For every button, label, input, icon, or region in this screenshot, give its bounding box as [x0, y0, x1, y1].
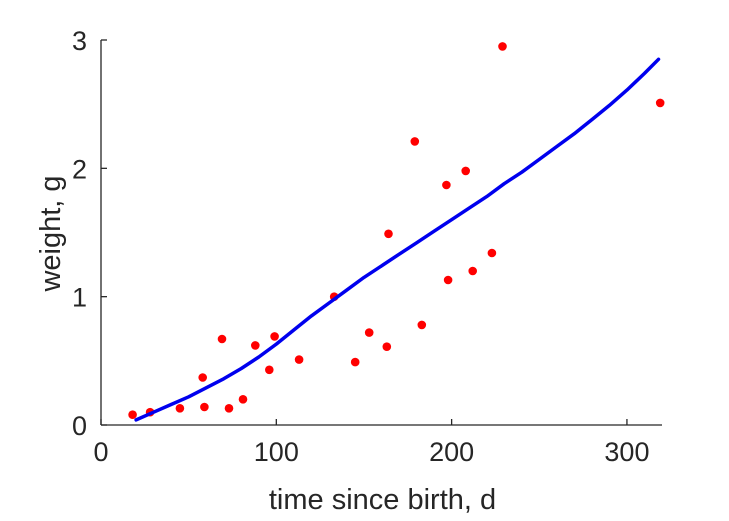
data-point: [251, 341, 260, 350]
x-ticks: 0 100 200 300: [93, 419, 649, 467]
data-point: [442, 180, 451, 190]
data-point: [265, 365, 274, 375]
data-point: [238, 395, 248, 404]
data-point: [468, 266, 478, 276]
data-point: [200, 402, 209, 412]
data-point: [364, 328, 374, 337]
data-point: [410, 137, 420, 146]
x-tick-label: 0: [93, 437, 108, 467]
x-tick-label: 200: [429, 437, 474, 467]
x-tick-label: 300: [604, 437, 649, 467]
y-axis-label: weight, g: [35, 175, 67, 292]
data-point: [487, 248, 497, 258]
plot-area: [128, 42, 665, 422]
y-tick-label: 1: [72, 283, 87, 313]
y-tick-label: 3: [72, 26, 87, 56]
data-point: [384, 229, 393, 239]
data-point: [294, 355, 304, 364]
fit-curve: [134, 57, 661, 422]
y-tick-label: 0: [72, 411, 87, 441]
data-point: [382, 342, 392, 352]
data-point: [224, 404, 234, 413]
y-ticks: 0 1 2 3: [72, 26, 107, 441]
x-axis-label: time since birth, d: [269, 484, 496, 516]
x-tick-label: 100: [254, 437, 299, 467]
data-point: [461, 166, 471, 176]
data-point: [198, 373, 207, 382]
y-tick-label: 2: [72, 154, 87, 184]
data-point: [175, 404, 185, 413]
data-point: [655, 98, 665, 108]
data-point: [217, 334, 227, 344]
data-point: [498, 42, 507, 51]
data-point: [417, 320, 427, 330]
data-point: [443, 275, 453, 285]
axes: [100, 40, 662, 426]
data-point: [128, 410, 137, 420]
data-point: [350, 357, 360, 367]
data-point: [270, 332, 279, 341]
